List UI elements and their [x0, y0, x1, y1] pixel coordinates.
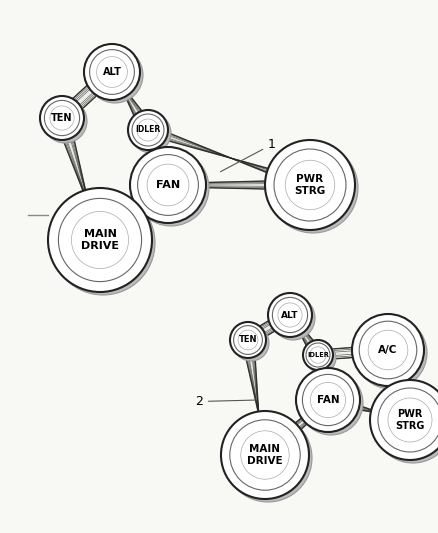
Circle shape	[352, 314, 424, 386]
Circle shape	[265, 140, 355, 230]
Text: MAIN
DRIVE: MAIN DRIVE	[81, 229, 119, 251]
Text: 1: 1	[220, 138, 276, 172]
Circle shape	[306, 343, 336, 373]
Circle shape	[296, 368, 360, 432]
Circle shape	[51, 191, 155, 295]
Text: FAN: FAN	[156, 180, 180, 190]
Circle shape	[355, 317, 427, 389]
Text: ALT: ALT	[281, 311, 299, 319]
Circle shape	[130, 147, 206, 223]
Circle shape	[268, 143, 358, 233]
Circle shape	[230, 322, 266, 358]
Circle shape	[224, 414, 312, 502]
Circle shape	[271, 296, 315, 340]
Circle shape	[133, 150, 209, 226]
Circle shape	[128, 110, 168, 150]
Circle shape	[370, 380, 438, 460]
Text: A/C: A/C	[378, 345, 398, 355]
Circle shape	[131, 113, 171, 153]
Text: 2: 2	[195, 395, 255, 408]
Circle shape	[233, 325, 269, 361]
Text: TEN: TEN	[51, 113, 73, 123]
Text: PWR
STRG: PWR STRG	[294, 174, 325, 196]
Circle shape	[303, 340, 333, 370]
Circle shape	[40, 96, 84, 140]
Text: IDLER: IDLER	[135, 125, 161, 134]
Circle shape	[373, 383, 438, 463]
Circle shape	[84, 44, 140, 100]
Text: PWR
STRG: PWR STRG	[396, 409, 425, 431]
Text: FAN: FAN	[317, 395, 339, 405]
Circle shape	[268, 293, 312, 337]
Text: ALT: ALT	[102, 67, 121, 77]
Text: MAIN
DRIVE: MAIN DRIVE	[247, 444, 283, 466]
Circle shape	[221, 411, 309, 499]
Text: TEN: TEN	[239, 335, 257, 344]
Text: IDLER: IDLER	[307, 352, 329, 358]
Circle shape	[299, 371, 363, 435]
Circle shape	[48, 188, 152, 292]
Circle shape	[43, 99, 87, 143]
Circle shape	[87, 47, 143, 103]
